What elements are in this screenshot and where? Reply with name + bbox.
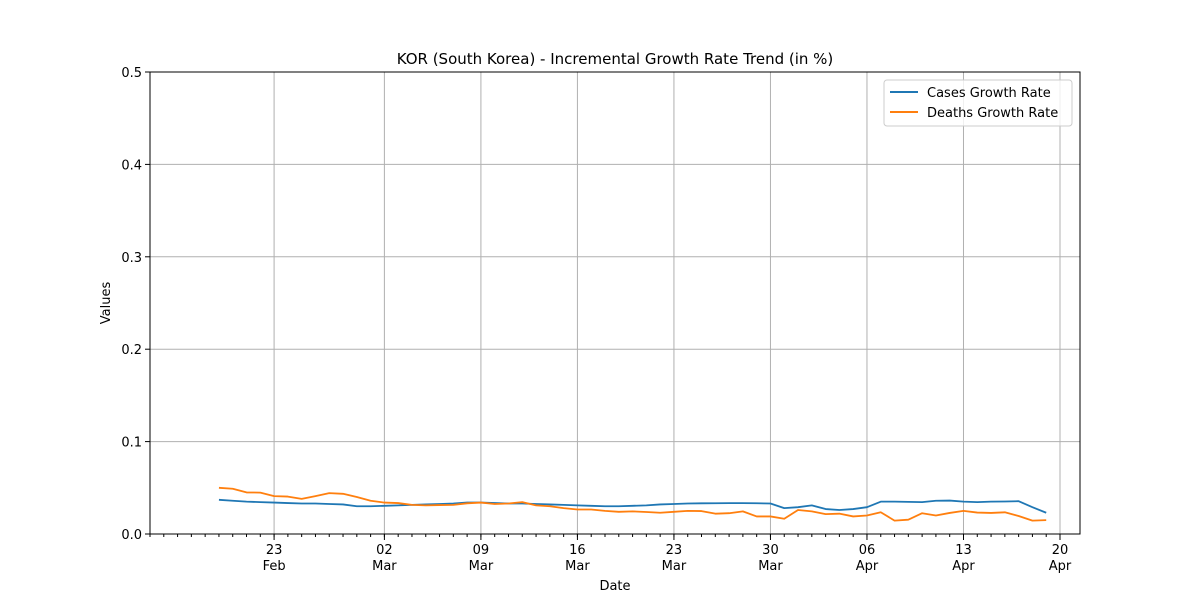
x-tick-label-day: 23 [666, 543, 683, 558]
x-tick-label-day: 02 [376, 543, 393, 558]
x-tick-label-day: 06 [859, 543, 876, 558]
x-tick-label-month: Apr [856, 559, 879, 574]
x-tick-label-day: 09 [473, 543, 490, 558]
x-tick-label-month: Mar [469, 559, 494, 574]
series-line-cases-growth-rate [218, 498, 1047, 514]
x-tick-label-month: Mar [372, 559, 397, 574]
y-tick-label: 0.2 [121, 343, 142, 358]
x-tick-label-month: Apr [952, 559, 975, 574]
legend-box [883, 79, 1073, 127]
y-tick-label: 0.0 [121, 528, 142, 543]
x-tick-label-month: Mar [758, 559, 783, 574]
x-axis-label: Date [599, 579, 630, 594]
x-tick-label-day: 13 [955, 543, 972, 558]
series-line-deaths-growth-rate [218, 486, 1047, 522]
legend-label: Cases Growth Rate [927, 86, 1051, 101]
x-tick-label-day: 16 [569, 543, 586, 558]
chart-title: KOR (South Korea) - Incremental Growth R… [397, 50, 834, 68]
x-tick-label-day: 23 [266, 543, 283, 558]
x-tick-label-month: Feb [263, 559, 286, 574]
y-axis: 0.0 0.1 0.2 0.3 0.4 0.5 [121, 66, 150, 543]
x-tick-label-day: 20 [1052, 543, 1069, 558]
plot-frame [149, 71, 1081, 535]
x-tick-label-month: Mar [565, 559, 590, 574]
y-tick-label: 0.1 [121, 436, 142, 451]
y-axis-label: Values [99, 282, 114, 325]
legend-label: Deaths Growth Rate [927, 106, 1058, 121]
grid-lines [150, 71, 1080, 535]
x-tick-label-day: 30 [762, 543, 779, 558]
y-tick-label: 0.5 [121, 66, 142, 81]
series-lines [218, 486, 1047, 522]
x-tick-label-month: Apr [1049, 559, 1072, 574]
x-tick-label-month: Mar [662, 559, 687, 574]
x-axis: 23Feb02Mar09Mar16Mar23Mar30Mar06Apr13Apr… [149, 534, 1072, 574]
legend: Cases Growth Rate Deaths Growth Rate [883, 79, 1073, 127]
y-tick-label: 0.3 [121, 251, 142, 266]
y-tick-label: 0.4 [121, 158, 142, 173]
